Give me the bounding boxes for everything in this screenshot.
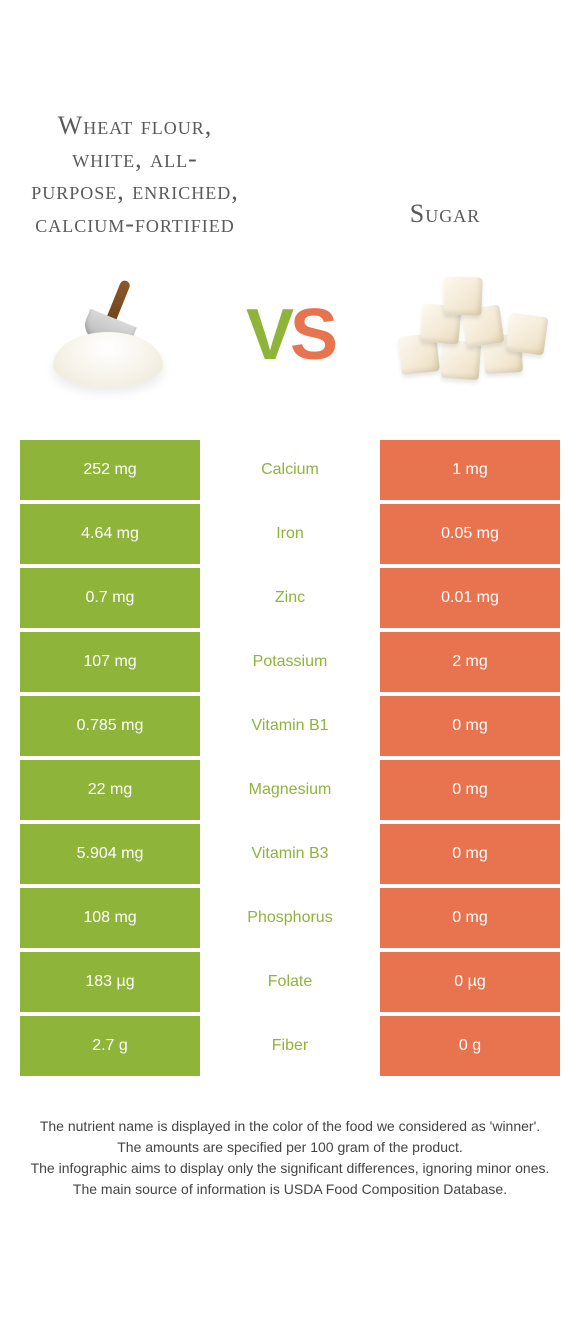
nutrient-label-cell: Potassium <box>200 632 380 692</box>
left-food-title: Wheat flour, white, all-purpose, enriche… <box>30 110 240 240</box>
footnotes: The nutrient name is displayed in the co… <box>0 1116 580 1200</box>
footnote-line: The main source of information is USDA F… <box>20 1179 560 1200</box>
nutrient-label-cell: Vitamin B3 <box>200 824 380 884</box>
nutrient-label-cell: Iron <box>200 504 380 564</box>
left-value-cell: 0.7 mg <box>20 568 200 628</box>
table-row: 5.904 mgVitamin B30 mg <box>20 824 560 884</box>
nutrient-label-cell: Phosphorus <box>200 888 380 948</box>
table-row: 4.64 mgIron0.05 mg <box>20 504 560 564</box>
nutrient-label-cell: Calcium <box>200 440 380 500</box>
footnote-line: The infographic aims to display only the… <box>20 1158 560 1179</box>
nutrient-label-cell: Zinc <box>200 568 380 628</box>
nutrient-label-cell: Fiber <box>200 1016 380 1076</box>
footnote-line: The amounts are specified per 100 gram o… <box>20 1137 560 1158</box>
right-value-cell: 0 mg <box>380 760 560 820</box>
left-value-cell: 183 µg <box>20 952 200 1012</box>
right-value-cell: 0 µg <box>380 952 560 1012</box>
left-value-cell: 107 mg <box>20 632 200 692</box>
nutrient-label-cell: Vitamin B1 <box>200 696 380 756</box>
flour-image <box>30 270 190 400</box>
table-row: 107 mgPotassium2 mg <box>20 632 560 692</box>
right-value-cell: 0 mg <box>380 824 560 884</box>
table-row: 108 mgPhosphorus0 mg <box>20 888 560 948</box>
right-food-title: Sugar <box>340 198 550 241</box>
footnote-line: The nutrient name is displayed in the co… <box>20 1116 560 1137</box>
right-value-cell: 1 mg <box>380 440 560 500</box>
left-value-cell: 2.7 g <box>20 1016 200 1076</box>
nutrient-table: 252 mgCalcium1 mg4.64 mgIron0.05 mg0.7 m… <box>20 440 560 1076</box>
vs-v: V <box>246 295 290 375</box>
right-value-cell: 2 mg <box>380 632 560 692</box>
vs-label: VS <box>246 294 334 376</box>
right-value-cell: 0 g <box>380 1016 560 1076</box>
table-row: 183 µgFolate0 µg <box>20 952 560 1012</box>
table-row: 0.7 mgZinc0.01 mg <box>20 568 560 628</box>
left-value-cell: 108 mg <box>20 888 200 948</box>
comparison-images-row: VS <box>0 250 580 440</box>
table-row: 2.7 gFiber0 g <box>20 1016 560 1076</box>
left-value-cell: 4.64 mg <box>20 504 200 564</box>
vs-s: S <box>290 295 334 375</box>
right-value-cell: 0 mg <box>380 888 560 948</box>
table-row: 22 mgMagnesium0 mg <box>20 760 560 820</box>
right-value-cell: 0 mg <box>380 696 560 756</box>
nutrient-label-cell: Magnesium <box>200 760 380 820</box>
nutrient-label-cell: Folate <box>200 952 380 1012</box>
left-value-cell: 22 mg <box>20 760 200 820</box>
sugar-image <box>390 270 550 400</box>
right-value-cell: 0.01 mg <box>380 568 560 628</box>
left-value-cell: 252 mg <box>20 440 200 500</box>
right-value-cell: 0.05 mg <box>380 504 560 564</box>
left-value-cell: 0.785 mg <box>20 696 200 756</box>
header-titles: Wheat flour, white, all-purpose, enriche… <box>0 0 580 250</box>
table-row: 252 mgCalcium1 mg <box>20 440 560 500</box>
table-row: 0.785 mgVitamin B10 mg <box>20 696 560 756</box>
left-value-cell: 5.904 mg <box>20 824 200 884</box>
